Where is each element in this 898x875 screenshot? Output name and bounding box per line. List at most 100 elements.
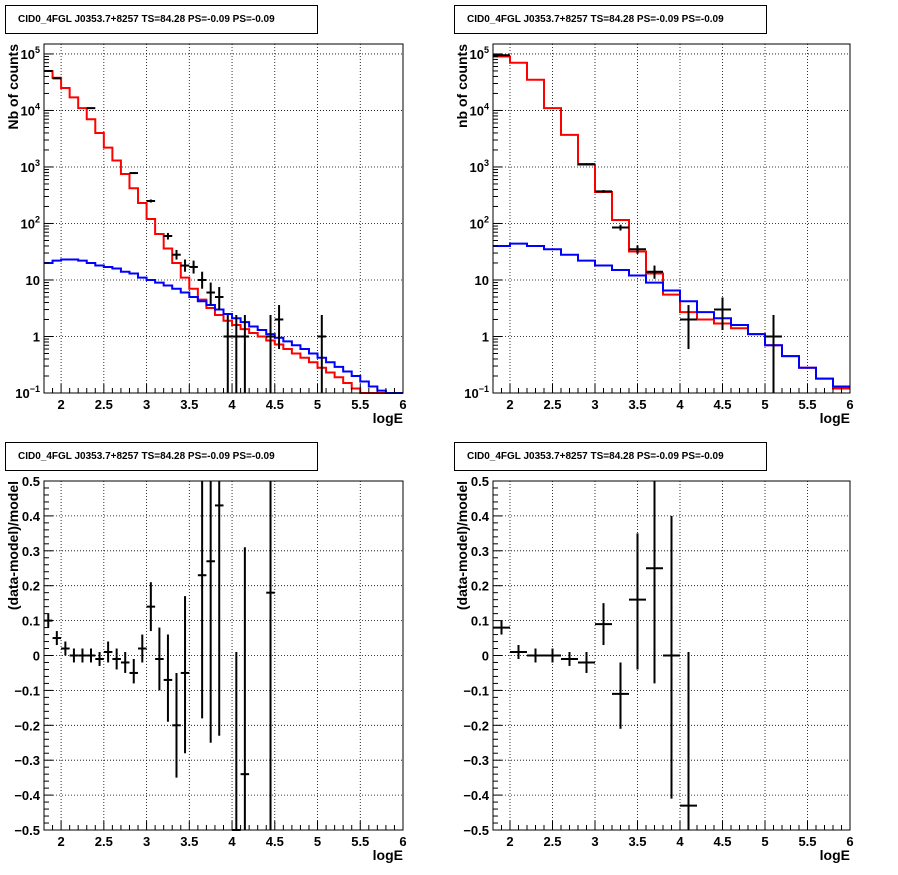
x-tick-label: 3 — [143, 397, 150, 412]
y-tick-label: 0 — [482, 649, 489, 664]
y-tick-label-exponent: 2 — [35, 214, 40, 224]
y-tick-label: 0.2 — [471, 579, 489, 594]
y-tick-label-exponent: 3 — [484, 158, 489, 168]
x-tick-label: 5.5 — [798, 397, 816, 412]
y-tick-label-exponent: 4 — [484, 101, 489, 111]
data-point — [61, 641, 70, 656]
data-point — [52, 77, 62, 80]
y-axis-label: Nb of counts — [5, 44, 21, 130]
data-point — [138, 634, 147, 663]
y-tick-label: 0.1 — [471, 614, 489, 629]
data-point — [214, 481, 224, 736]
x-tick-label: 6 — [846, 834, 853, 849]
y-tick-label: 105 — [470, 45, 489, 62]
y-axis-label: (data-model)/model — [5, 481, 21, 610]
x-tick-label: 5 — [761, 834, 768, 849]
x-axis-ticks — [492, 821, 851, 830]
y-tick-label: −0.1 — [463, 683, 489, 698]
model-background-line — [493, 242, 850, 388]
x-tick-label: 3 — [591, 834, 598, 849]
y-tick-label: −0.5 — [463, 823, 489, 838]
x-tick-label: 4.5 — [713, 397, 731, 412]
x-tick-label: 6 — [399, 834, 406, 849]
data-point — [163, 232, 173, 240]
data-point — [680, 652, 697, 830]
data-point — [232, 315, 241, 393]
x-tick-label: 5.5 — [351, 397, 369, 412]
x-axis-label: logE — [373, 410, 403, 426]
y-tick-label-base: 10 — [26, 273, 40, 288]
chart-title-box — [454, 442, 767, 471]
y-tick-label-exponent: 5 — [35, 45, 40, 55]
chart-panel-3: CID0_4FGL J0353.7+8257 TS=84.28 PS=-0.09… — [5, 442, 407, 863]
x-axis-label: logE — [820, 847, 850, 863]
y-tick-label-base: −0.2 — [463, 718, 489, 733]
y-tick-label: 0.2 — [22, 579, 40, 594]
x-tick-label: 2.5 — [543, 397, 561, 412]
x-tick-label: 5 — [761, 397, 768, 412]
data-point — [629, 533, 646, 670]
data-point — [527, 648, 544, 663]
data-point — [240, 315, 250, 393]
y-tick-label-base: −0.5 — [14, 823, 40, 838]
data-point — [578, 163, 595, 166]
y-tick-label-base: −0.2 — [14, 718, 40, 733]
y-axis-ticks — [44, 480, 53, 831]
x-tick-label: 4.5 — [713, 834, 731, 849]
x-axis-ticks — [492, 384, 851, 393]
data-point — [163, 634, 173, 722]
data-point — [172, 249, 181, 260]
x-tick-label: 2 — [57, 397, 64, 412]
y-axis-label: (data-model)/model — [454, 481, 470, 610]
y-tick-label: 105 — [21, 45, 40, 62]
data-point — [663, 515, 680, 799]
y-tick-label: 102 — [21, 214, 40, 231]
x-tick-label: 4.5 — [266, 834, 284, 849]
data-point — [223, 315, 233, 393]
y-tick-label-exponent: 3 — [35, 158, 40, 168]
data-point — [180, 259, 190, 272]
x-tick-label: 2 — [57, 834, 64, 849]
y-tick-label: −0.4 — [14, 788, 40, 803]
data-point — [172, 672, 181, 778]
data-point — [146, 582, 156, 632]
data-point — [680, 305, 697, 350]
x-tick-label: 5.5 — [798, 834, 816, 849]
y-tick-label-exponent: 2 — [484, 214, 489, 224]
chart-panel-4: CID0_4FGL J0353.7+8257 TS=84.28 PS=-0.09… — [454, 442, 854, 863]
data-point — [69, 648, 79, 663]
y-tick-label: 0.3 — [22, 544, 40, 559]
y-tick-label-base: −0.1 — [463, 683, 489, 698]
x-tick-label: 2 — [506, 834, 513, 849]
x-tick-label: 2.5 — [95, 397, 113, 412]
y-axis-ticks — [493, 480, 502, 831]
y-tick-label-base: 10 — [475, 273, 489, 288]
model-background-line — [44, 258, 403, 394]
data-point — [612, 224, 629, 231]
data-point — [578, 652, 595, 673]
data-point — [78, 648, 87, 663]
y-tick-label-base: −0.4 — [14, 788, 40, 803]
data-point — [595, 603, 612, 646]
y-tick-label-base: 0.1 — [471, 614, 489, 629]
y-tick-label-base: 0.2 — [471, 579, 489, 594]
chart-title-box — [454, 5, 767, 34]
y-tick-label-base: 0 — [482, 649, 489, 664]
y-tick-label-base: 0.4 — [471, 509, 490, 524]
y-tick-label-base: −0.4 — [463, 788, 489, 803]
x-tick-label: 5 — [314, 397, 321, 412]
y-tick-label: −0.2 — [14, 718, 40, 733]
chart-title-box — [5, 442, 318, 471]
data-point — [240, 547, 250, 830]
y-tick-label: −0.3 — [14, 753, 40, 768]
data-point — [52, 631, 62, 646]
grid-lines — [44, 481, 403, 830]
x-tick-label: 6 — [399, 397, 406, 412]
data-point — [317, 315, 327, 393]
y-tick-label-base: −0.3 — [463, 753, 489, 768]
y-tick-label-base: 0.4 — [22, 509, 41, 524]
y-tick-label: 0.5 — [471, 474, 489, 489]
x-tick-label: 4 — [676, 834, 684, 849]
data-point — [197, 271, 207, 289]
data-point — [206, 481, 215, 743]
